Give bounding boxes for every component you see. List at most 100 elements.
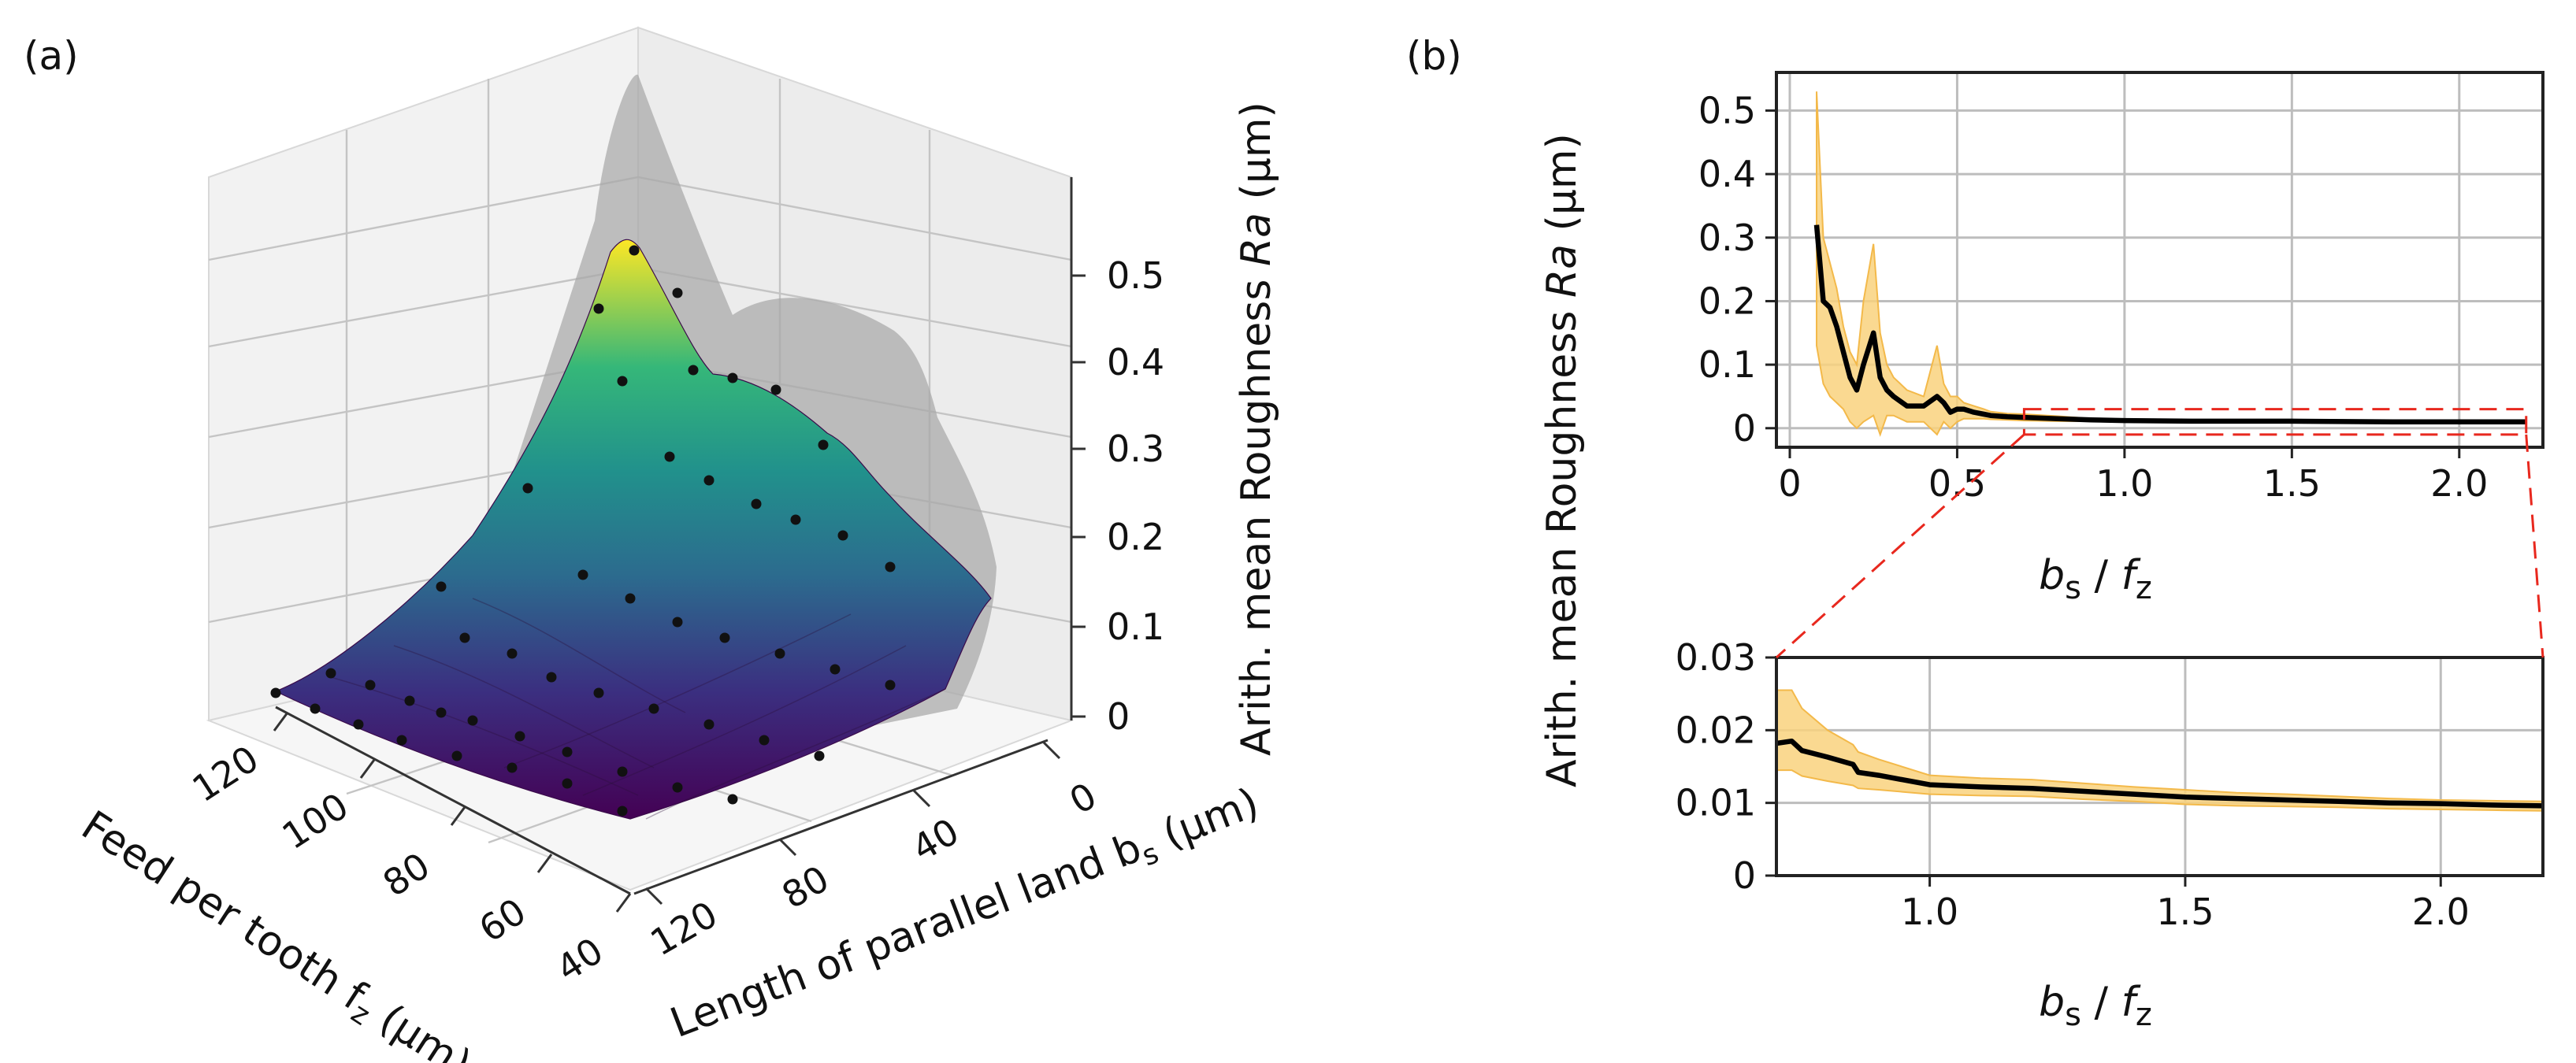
x-tick-label: 1.5 — [2263, 462, 2321, 505]
measurement-point — [703, 475, 715, 486]
measurement-points — [270, 245, 896, 817]
z-axis-title: Arith. mean Roughness Ra (μm) — [1233, 102, 1280, 756]
z-tick-label: 0.5 — [1107, 254, 1164, 297]
y-tick-label: 0.01 — [1676, 782, 1756, 824]
x-tick-label: 1.5 — [2156, 891, 2214, 933]
measurement-point — [703, 719, 715, 730]
measurement-point — [814, 750, 825, 761]
measurement-point — [562, 746, 573, 757]
z-tick-label: 0.4 — [1107, 341, 1164, 383]
series-line — [1813, 224, 2526, 424]
measurement-point — [507, 762, 518, 773]
measurement-point — [672, 782, 683, 793]
x-tick-label: 60 — [472, 890, 534, 950]
zoom-line-chart: 1.0 1.5 2.0 0 0.01 0.02 0.03 — [1676, 636, 2544, 933]
measurement-point — [617, 376, 628, 387]
x-tick-label: 1.0 — [1901, 891, 1958, 933]
measurement-point — [830, 664, 841, 675]
y-tick-label: 0.02 — [1676, 709, 1756, 751]
measurement-point — [577, 569, 588, 580]
z-tick-label: 0.1 — [1107, 606, 1164, 648]
b-y-axis-title: Arith. mean Roughness Ra (μm) — [1539, 133, 1586, 787]
x-tick-label: 2.0 — [2430, 462, 2488, 505]
measurement-point — [751, 498, 762, 509]
x-tick-label: 120 — [185, 737, 266, 810]
measurement-point — [688, 365, 699, 376]
zoom-connector — [1775, 433, 2025, 659]
top-x-axis-title: bs / fz — [2039, 552, 2152, 606]
confidence-band — [1776, 689, 2543, 812]
measurement-point — [759, 735, 770, 746]
measurement-point — [436, 707, 447, 718]
measurement-point — [837, 530, 848, 541]
plot-frame — [1775, 71, 2544, 449]
y-tick-label: 40 — [905, 809, 967, 869]
measurement-point — [365, 680, 376, 691]
measurement-point — [593, 303, 604, 314]
measurement-point — [562, 778, 573, 789]
x-tick-label: 1.0 — [2095, 462, 2153, 505]
measurement-point — [885, 680, 896, 691]
measurement-point — [514, 731, 525, 742]
y-tick-label: 0.5 — [1698, 89, 1756, 131]
x-tick-label: 2.0 — [2412, 891, 2470, 933]
y-tick-label: 120 — [644, 893, 725, 965]
measurement-point — [270, 687, 281, 698]
y-tick-label: 0.1 — [1698, 343, 1756, 386]
zoom-box — [2022, 408, 2528, 436]
panel-a: (a) — [24, 26, 1280, 1063]
series-line — [1776, 738, 2543, 809]
confidence-band — [1816, 91, 2527, 437]
measurement-point — [507, 648, 518, 659]
panel-b: (b) 0 0.5 1.0 1.5 2.0 0 0.1 0.2 0.3 0.4 0.5 1.0 1.5… — [1406, 33, 2544, 1033]
measurement-point — [719, 632, 730, 643]
measurement-point — [617, 806, 628, 817]
measurement-point — [325, 668, 336, 679]
z-tick-label: 0.2 — [1107, 516, 1164, 558]
measurement-point — [353, 719, 364, 730]
y-tick-label: 0 — [1733, 854, 1756, 897]
measurement-point — [648, 703, 659, 714]
measurement-point — [593, 687, 604, 698]
y-axis-line — [633, 739, 1049, 895]
zoom-connector — [2525, 434, 2544, 658]
measurement-point — [727, 372, 738, 383]
panel-a-label: (a) — [24, 33, 79, 79]
measurement-point — [459, 632, 470, 643]
y-tick-label: 0.2 — [1698, 280, 1756, 322]
x-tick-label: 0 — [1778, 462, 1801, 505]
y-tick-label: 80 — [775, 857, 837, 917]
panel-b-label: (b) — [1406, 33, 1462, 79]
measurement-point — [451, 750, 462, 761]
measurement-point — [546, 672, 557, 683]
z-tick-label: 0 — [1107, 695, 1130, 738]
y-tick-label: 0.3 — [1698, 217, 1756, 259]
x-axis-line — [275, 706, 631, 895]
measurement-point — [818, 439, 829, 450]
zoom-connectors — [1775, 433, 2544, 659]
x-tick-label: 100 — [275, 784, 356, 857]
y-tick-label: 0 — [1063, 774, 1104, 822]
measurement-point — [617, 766, 628, 777]
measurement-point — [629, 245, 640, 256]
z-tick-label: 0.3 — [1107, 428, 1164, 470]
y-tick-label: 0.4 — [1698, 153, 1756, 195]
x-axis-title: Feed per tooth fz (μm) — [71, 802, 480, 1063]
y-tick-label: 0 — [1733, 407, 1756, 450]
measurement-point — [467, 715, 478, 726]
measurement-point — [404, 695, 415, 706]
measurement-point — [310, 703, 321, 714]
measurement-point — [672, 617, 683, 628]
measurement-point — [625, 593, 636, 604]
measurement-point — [727, 794, 738, 805]
x-tick-label: 40 — [549, 929, 611, 990]
plot-frame — [1775, 656, 2544, 877]
measurement-point — [396, 735, 407, 746]
x-tick-label: 80 — [376, 844, 438, 905]
measurement-point — [774, 648, 785, 659]
measurement-point — [522, 483, 533, 494]
measurement-point — [790, 514, 801, 525]
top-line-chart: 0 0.5 1.0 1.5 2.0 0 0.1 0.2 0.3 0.4 0.5 — [1698, 71, 2544, 505]
x-tick-label: 0.5 — [1928, 462, 1986, 505]
